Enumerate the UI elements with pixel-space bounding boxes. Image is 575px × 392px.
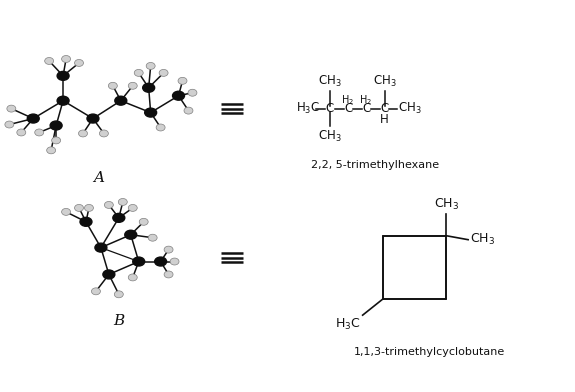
Ellipse shape	[91, 288, 101, 295]
Ellipse shape	[128, 205, 137, 211]
Ellipse shape	[139, 218, 148, 225]
Text: 2,2, 5-trimethylhexane: 2,2, 5-trimethylhexane	[310, 160, 439, 170]
Text: $\rm H_3C$: $\rm H_3C$	[296, 101, 320, 116]
Ellipse shape	[57, 71, 69, 80]
Ellipse shape	[159, 69, 168, 76]
Ellipse shape	[17, 129, 26, 136]
Ellipse shape	[156, 124, 165, 131]
Ellipse shape	[34, 129, 44, 136]
Ellipse shape	[170, 258, 179, 265]
Ellipse shape	[62, 56, 71, 62]
Text: $\rm CH_3$: $\rm CH_3$	[434, 197, 459, 212]
Ellipse shape	[114, 291, 123, 298]
Ellipse shape	[188, 89, 197, 96]
Text: $\rm H_2$: $\rm H_2$	[341, 93, 354, 107]
Ellipse shape	[85, 205, 94, 211]
Text: C: C	[363, 102, 371, 115]
Text: B: B	[113, 314, 124, 328]
Ellipse shape	[113, 213, 125, 222]
Text: A: A	[93, 171, 105, 185]
Ellipse shape	[62, 209, 71, 215]
Ellipse shape	[128, 274, 137, 281]
Text: C: C	[381, 102, 389, 115]
Ellipse shape	[184, 107, 193, 114]
Ellipse shape	[128, 82, 137, 89]
Ellipse shape	[99, 130, 108, 137]
Ellipse shape	[95, 243, 107, 252]
Text: $\rm CH_3$: $\rm CH_3$	[373, 74, 396, 89]
Text: $\rm CH_3$: $\rm CH_3$	[470, 232, 495, 247]
Ellipse shape	[47, 147, 56, 154]
Text: 1,1,3-trimethylcyclobutane: 1,1,3-trimethylcyclobutane	[354, 347, 505, 357]
Ellipse shape	[108, 82, 117, 89]
Ellipse shape	[27, 114, 39, 123]
Text: $\rm CH_3$: $\rm CH_3$	[398, 101, 422, 116]
Ellipse shape	[133, 257, 145, 266]
Ellipse shape	[125, 230, 137, 239]
Ellipse shape	[155, 257, 167, 266]
Ellipse shape	[75, 60, 83, 66]
Text: $\rm H_2$: $\rm H_2$	[359, 93, 372, 107]
Ellipse shape	[134, 69, 143, 76]
Text: $\rm H_3C$: $\rm H_3C$	[335, 317, 361, 332]
Ellipse shape	[148, 234, 157, 241]
Ellipse shape	[118, 198, 127, 205]
Ellipse shape	[103, 270, 115, 279]
Ellipse shape	[7, 105, 16, 112]
Ellipse shape	[87, 114, 99, 123]
Text: C: C	[345, 102, 353, 115]
Ellipse shape	[143, 83, 155, 92]
Ellipse shape	[164, 271, 173, 278]
Text: H: H	[380, 113, 389, 125]
Ellipse shape	[50, 121, 62, 130]
Text: $\rm CH_3$: $\rm CH_3$	[318, 129, 342, 143]
Ellipse shape	[178, 77, 187, 84]
Ellipse shape	[172, 91, 185, 100]
Ellipse shape	[52, 137, 60, 144]
Ellipse shape	[115, 96, 126, 105]
Ellipse shape	[75, 205, 83, 211]
Ellipse shape	[5, 121, 14, 128]
Text: C: C	[326, 102, 334, 115]
Ellipse shape	[145, 108, 156, 117]
Ellipse shape	[79, 130, 87, 137]
Ellipse shape	[57, 96, 69, 105]
Ellipse shape	[80, 217, 92, 226]
Ellipse shape	[105, 201, 113, 209]
Text: $\rm CH_3$: $\rm CH_3$	[318, 74, 342, 89]
Ellipse shape	[164, 246, 173, 253]
Ellipse shape	[45, 58, 53, 64]
Ellipse shape	[146, 62, 155, 69]
